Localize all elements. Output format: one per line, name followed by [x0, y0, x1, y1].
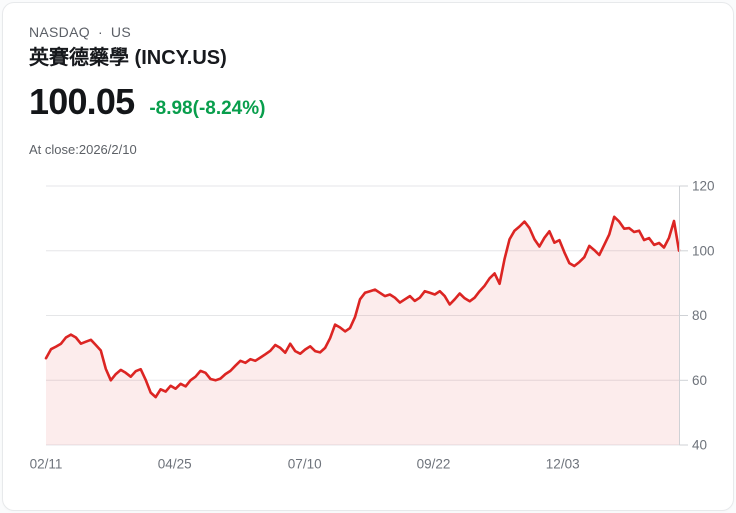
y-axis-label: 100: [692, 243, 715, 258]
last-price: 100.05: [29, 81, 135, 122]
stock-title: 英賽德藥學 (INCY.US): [29, 47, 227, 69]
price-change: -8.98(-8.24%): [149, 98, 266, 119]
x-axis-label: 07/10: [288, 457, 322, 472]
y-axis-label: 120: [692, 179, 715, 194]
as-of-timestamp: At close:2026/2/10: [29, 142, 137, 157]
price-row: 100.05 -8.98(-8.24%): [29, 84, 707, 120]
y-axis-label: 80: [692, 308, 707, 323]
x-axis-label: 02/11: [30, 457, 63, 472]
x-axis-label: 12/03: [546, 457, 580, 472]
x-axis-label: 04/25: [158, 457, 192, 472]
exchange-label: NASDAQ: [29, 24, 90, 40]
price-area: [46, 216, 679, 445]
price-line: [44, 215, 681, 399]
price-chart-svg[interactable]: 120 100 80 60 40 02/11 04/25 07/10 09/22 12/03: [3, 163, 736, 493]
separator-dot: ·: [97, 24, 103, 40]
y-axis-label: 40: [692, 438, 707, 453]
y-axis-label: 60: [692, 373, 707, 388]
region-label: US: [110, 24, 131, 40]
market-info: NASDAQ · US: [29, 25, 707, 40]
price-chart[interactable]: 120 100 80 60 40 02/11 04/25 07/10 09/22 12/03: [3, 163, 736, 493]
x-axis-label: 09/22: [417, 457, 451, 472]
